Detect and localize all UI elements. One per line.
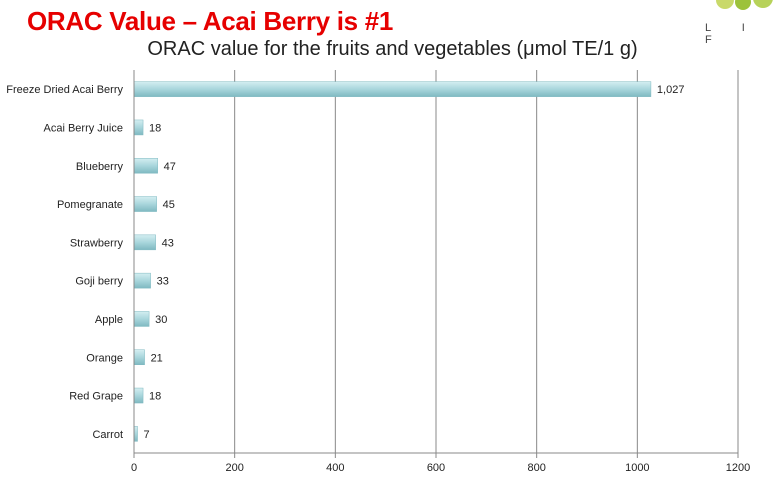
bar <box>133 272 151 289</box>
bar <box>133 387 144 404</box>
grid-lines <box>133 70 739 453</box>
bar <box>133 196 157 212</box>
bar <box>133 349 145 365</box>
bar <box>133 234 156 251</box>
data-label: 43 <box>162 237 174 249</box>
x-axis: 0 200 400 600 800 1000 1200 <box>131 70 750 474</box>
x-tick-label: 800 <box>527 462 545 474</box>
category-label: Carrot <box>92 429 123 441</box>
category-label: Freeze Dried Acai Berry <box>6 84 123 96</box>
bar <box>133 119 144 136</box>
brand-text: L I F <box>705 22 759 46</box>
category-label: Blueberry <box>76 161 124 173</box>
category-label: Pomegranate <box>57 199 123 211</box>
category-label: Strawberry <box>70 237 124 249</box>
labels: Freeze Dried Acai Berry 1,027 Acai Berry J… <box>6 84 684 441</box>
chart-title: ORAC value for the fruits and vegetables… <box>147 38 638 60</box>
bar <box>133 426 138 442</box>
category-label: Goji berry <box>75 276 123 288</box>
data-label: 45 <box>163 199 175 211</box>
slide-title: ORAC Value – Acai Berry is #1 <box>27 6 394 36</box>
x-tick-label: 600 <box>427 462 445 474</box>
data-label: 18 <box>149 122 161 134</box>
data-label: 1,027 <box>657 84 685 96</box>
data-label: 7 <box>144 429 150 441</box>
category-label: Acai Berry Juice <box>44 122 123 134</box>
x-tick-label: 0 <box>131 462 137 474</box>
data-label: 30 <box>155 314 167 326</box>
brand-logo-icon <box>716 0 773 10</box>
category-label: Apple <box>95 314 123 326</box>
bar <box>133 81 652 97</box>
x-tick-label: 400 <box>326 462 344 474</box>
x-tick-label: 200 <box>225 462 243 474</box>
x-tick-label: 1000 <box>625 462 649 474</box>
category-label: Orange <box>86 352 123 364</box>
data-label: 18 <box>149 391 161 403</box>
data-label: 21 <box>151 352 163 364</box>
brand-logo: L I F <box>705 0 775 46</box>
data-label: 33 <box>157 276 169 288</box>
bar <box>133 158 158 174</box>
bar <box>133 311 150 327</box>
x-tick-label: 1200 <box>726 462 750 474</box>
data-label: 47 <box>164 161 176 173</box>
category-label: Red Grape <box>69 391 123 403</box>
bars <box>133 81 652 442</box>
